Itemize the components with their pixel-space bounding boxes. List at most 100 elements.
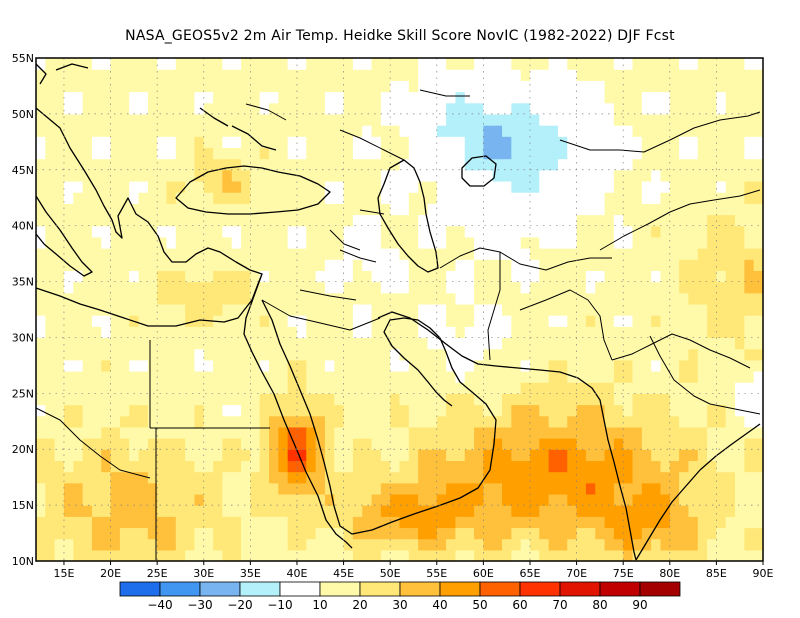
field-cell	[716, 549, 727, 562]
field-cell	[492, 493, 503, 506]
field-cell	[82, 549, 93, 562]
field-cell	[213, 426, 224, 439]
field-cell	[166, 438, 177, 450]
country-borders	[35, 89, 761, 560]
field-cell	[725, 516, 736, 529]
field-cell	[306, 192, 317, 204]
field-cell	[222, 147, 233, 160]
field-cell	[185, 493, 196, 506]
field-cell	[287, 359, 298, 372]
field-cell	[408, 281, 419, 294]
field-cell	[315, 58, 326, 70]
skill-field	[36, 58, 764, 562]
field-cell	[427, 292, 438, 305]
field-cell	[455, 147, 466, 160]
field-cell	[175, 370, 186, 383]
field-cell	[707, 337, 717, 350]
field-cell	[623, 460, 634, 473]
field-cell	[54, 382, 65, 394]
field-cell	[408, 91, 419, 104]
field-cell	[334, 303, 345, 316]
field-cell	[669, 359, 680, 372]
field-cell	[595, 158, 606, 171]
field-cell	[753, 460, 764, 473]
field-cell	[660, 337, 671, 350]
field-cell	[520, 348, 531, 361]
field-cell	[604, 248, 615, 260]
field-cell	[157, 292, 168, 305]
field-cell	[464, 58, 475, 70]
field-cell	[641, 326, 652, 339]
field-cell	[54, 281, 65, 294]
field-cell	[101, 337, 112, 350]
field-cell	[147, 527, 158, 540]
field-cell	[539, 370, 550, 383]
field-cell	[744, 538, 755, 551]
field-cell	[669, 125, 680, 137]
field-cell	[82, 337, 93, 350]
field-cell	[502, 393, 512, 406]
field-cell	[324, 102, 335, 115]
field-cell	[446, 326, 457, 339]
field-cell	[287, 404, 298, 417]
field-cell	[511, 516, 522, 529]
field-cell	[287, 281, 298, 294]
field-cell	[166, 91, 177, 104]
field-cell	[744, 460, 755, 473]
field-cell	[669, 549, 680, 562]
field-cell	[511, 91, 522, 104]
field-cell	[63, 449, 74, 461]
field-cell	[399, 69, 410, 81]
field-cell	[213, 482, 224, 495]
field-cell	[119, 471, 130, 484]
field-cell	[641, 169, 652, 182]
field-cell	[595, 80, 606, 93]
field-cell	[669, 248, 680, 260]
field-cell	[222, 549, 233, 562]
field-cell	[91, 370, 102, 383]
field-cell	[753, 281, 764, 294]
field-cell	[408, 382, 419, 394]
field-cell	[436, 549, 447, 562]
colorbar-swatch	[439, 581, 481, 597]
field-cell	[259, 147, 270, 160]
field-cell	[436, 180, 447, 193]
field-cell	[399, 214, 410, 227]
field-cell	[697, 359, 708, 372]
field-cell	[194, 449, 205, 461]
field-cell	[138, 125, 149, 137]
field-cell	[679, 225, 690, 238]
field-cell	[73, 337, 84, 350]
field-cell	[175, 80, 186, 93]
field-cell	[399, 370, 410, 383]
field-cell	[669, 527, 680, 540]
field-cell	[352, 370, 363, 383]
field-cell	[520, 180, 531, 193]
field-cell	[45, 382, 56, 394]
field-cell	[744, 292, 755, 305]
field-cell	[138, 225, 149, 238]
field-cell	[557, 549, 568, 562]
field-cell	[315, 180, 326, 193]
field-cell	[548, 236, 559, 249]
field-cell	[352, 426, 363, 439]
field-cell	[315, 203, 326, 216]
field-cell	[157, 169, 168, 182]
field-cell	[716, 315, 727, 327]
field-cell	[427, 493, 438, 506]
field-cell	[352, 292, 363, 305]
field-cell	[166, 125, 177, 137]
field-cell	[688, 136, 699, 149]
field-cell	[595, 113, 606, 126]
field-cell	[157, 180, 168, 193]
field-cell	[147, 113, 158, 126]
field-cell	[436, 426, 447, 439]
field-cell	[231, 292, 242, 305]
field-cell	[660, 192, 671, 204]
field-cell	[185, 192, 196, 204]
field-cell	[529, 471, 540, 484]
field-cell	[231, 58, 242, 70]
field-cell	[129, 549, 140, 562]
field-cell	[352, 471, 363, 484]
field-cell	[669, 315, 680, 327]
